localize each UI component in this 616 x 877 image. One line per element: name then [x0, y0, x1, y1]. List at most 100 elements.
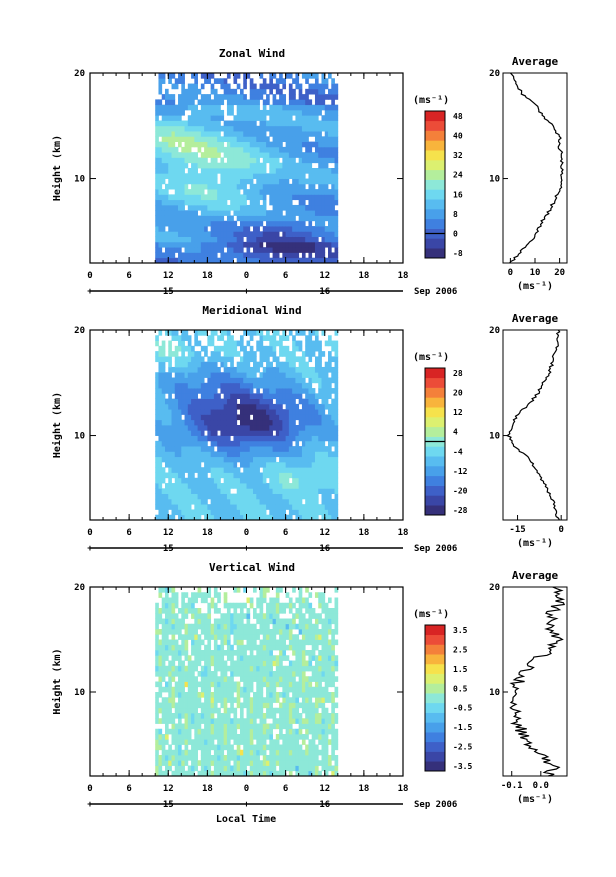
heatmap-cell	[194, 645, 198, 651]
heatmap-cell	[217, 105, 221, 111]
heatmap-cell	[269, 210, 273, 216]
heatmap-cell	[181, 634, 185, 640]
heatmap-cell	[211, 697, 215, 703]
heatmap-cell	[181, 147, 185, 153]
heatmap-cell	[162, 718, 166, 724]
heatmap-cell	[295, 346, 299, 352]
heatmap-cell	[227, 441, 231, 447]
heatmap-cell	[243, 760, 247, 766]
heatmap-cell	[260, 504, 264, 510]
colorbar-swatch	[425, 209, 445, 219]
heatmap-cell	[269, 184, 273, 190]
heatmap-cell	[253, 473, 257, 479]
heatmap-cell	[227, 94, 231, 100]
heatmap-cell	[308, 99, 312, 105]
heatmap-cell	[181, 687, 185, 693]
heatmap-cell	[315, 173, 319, 179]
heatmap-cell	[175, 393, 179, 399]
heatmap-cell	[188, 157, 192, 163]
heatmap-cell	[263, 729, 267, 735]
heatmap-cell	[247, 173, 251, 179]
heatmap-cell	[282, 483, 286, 489]
heatmap-cell	[237, 478, 241, 484]
heatmap-cell	[224, 388, 228, 394]
heatmap-cell	[214, 457, 218, 463]
heatmap-cell	[207, 608, 211, 614]
heatmap-cell	[315, 362, 319, 368]
heatmap-cell	[185, 755, 189, 761]
heatmap-cell	[158, 105, 162, 111]
heatmap-cell	[286, 179, 290, 185]
heatmap-cell	[302, 351, 306, 357]
heatmap-cell	[263, 650, 267, 656]
heatmap-cell	[175, 242, 179, 248]
heatmap-cell	[207, 399, 211, 405]
heatmap-cell	[185, 210, 189, 216]
heatmap-cell	[191, 629, 195, 635]
heatmap-cell	[328, 252, 332, 258]
heatmap-cell	[194, 356, 198, 362]
heatmap-cell	[211, 110, 215, 116]
heatmap-cell	[204, 629, 208, 635]
heatmap-cell	[211, 173, 215, 179]
heatmap-cell	[211, 216, 215, 222]
heatmap-cell	[266, 724, 270, 730]
heatmap-cell	[279, 383, 283, 389]
heatmap-cell	[318, 194, 322, 200]
heatmap-cell	[224, 414, 228, 420]
heatmap-cell	[207, 682, 211, 688]
y-tick-label: 20	[74, 326, 85, 336]
heatmap-cell	[266, 110, 270, 116]
heatmap-cell	[194, 115, 198, 121]
heatmap-cell	[207, 697, 211, 703]
heatmap-cell	[260, 168, 264, 174]
heatmap-cell	[191, 372, 195, 378]
heatmap-cell	[312, 194, 316, 200]
heatmap-cell	[247, 399, 251, 405]
heatmap-cell	[260, 739, 264, 745]
heatmap-cell	[250, 451, 254, 457]
heatmap-cell	[318, 94, 322, 100]
heatmap-cell	[172, 110, 176, 116]
heatmap-cell	[230, 226, 234, 232]
heatmap-cell	[168, 221, 172, 227]
heatmap-cell	[194, 200, 198, 206]
heatmap-cell	[207, 692, 211, 698]
heatmap-cell	[286, 142, 290, 148]
heatmap-cell	[256, 147, 260, 153]
heatmap-cell	[175, 399, 179, 405]
colorbar-swatch	[425, 131, 445, 141]
heatmap-cell	[172, 598, 176, 604]
heatmap-cell	[260, 351, 264, 357]
heatmap-cell	[331, 404, 335, 410]
heatmap-cell	[201, 152, 205, 158]
heatmap-cell	[224, 682, 228, 688]
heatmap-cell	[158, 242, 162, 248]
heatmap-cell	[227, 237, 231, 243]
heatmap-cell	[224, 430, 228, 436]
heatmap-cell	[279, 226, 283, 232]
heatmap-cell	[240, 655, 244, 661]
heatmap-cell	[155, 446, 159, 452]
heatmap-cell	[243, 221, 247, 227]
heatmap-cell	[289, 409, 293, 415]
heatmap-cell	[162, 504, 166, 510]
heatmap-cell	[321, 210, 325, 216]
heatmap-cell	[188, 703, 192, 709]
heatmap-cell	[191, 404, 195, 410]
heatmap-cell	[230, 687, 234, 693]
heatmap-cell	[260, 346, 264, 352]
heatmap-cell	[230, 121, 234, 127]
heatmap-cell	[188, 189, 192, 195]
heatmap-cell	[308, 420, 312, 426]
heatmap-cell	[230, 414, 234, 420]
heatmap-cell	[240, 661, 244, 667]
heatmap-cell	[230, 237, 234, 243]
heatmap-cell	[335, 168, 339, 174]
heatmap-cell	[220, 724, 224, 730]
heatmap-cell	[168, 393, 172, 399]
heatmap-cell	[211, 488, 215, 494]
heatmap-cell	[230, 367, 234, 373]
heatmap-cell	[331, 89, 335, 95]
heatmap-cell	[178, 462, 182, 468]
